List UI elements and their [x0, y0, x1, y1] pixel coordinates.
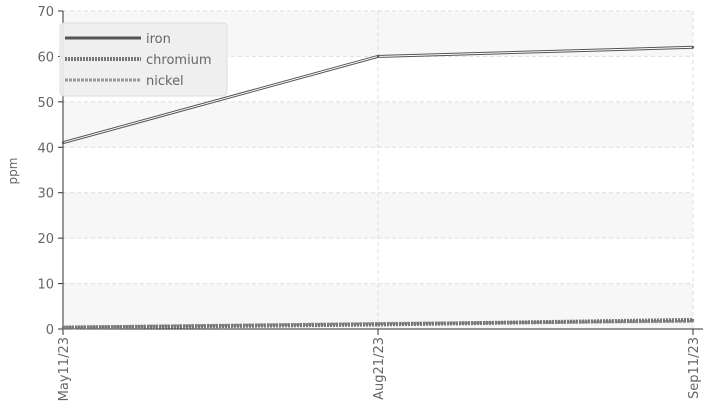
series-layer: [61, 45, 695, 330]
series-chromium: [61, 317, 695, 330]
data-point-iron: [691, 46, 695, 49]
y-tick-label: 20: [37, 232, 54, 247]
y-tick-label: 30: [37, 187, 54, 202]
legend-label-chromium: chromium: [146, 53, 212, 68]
y-tick-label: 40: [37, 141, 54, 156]
x-tick-label: May11/23: [57, 337, 72, 401]
legend-label-iron: iron: [146, 32, 171, 47]
tick-labels: 0 10 20 30 40 50 60 70 May11/23 Aug21/23 Sep11/23: [37, 5, 702, 401]
data-point-chromium: [691, 318, 695, 322]
y-tick-label: 50: [37, 96, 54, 111]
legend: iron chromium nickel: [59, 22, 228, 97]
legend-box: [59, 22, 228, 97]
data-point-chromium: [61, 326, 65, 329]
y-tick-label: 0: [46, 323, 54, 338]
y-tick-label: 70: [37, 5, 54, 20]
y-tick-label: 60: [37, 50, 54, 65]
y-tick-label: 10: [37, 278, 54, 293]
x-tick-label: Sep11/23: [687, 337, 702, 399]
series-iron: [61, 45, 695, 145]
y-axis-title: ppm: [6, 158, 20, 185]
x-tick-label: Aug21/23: [372, 337, 387, 400]
data-point-chromium: [376, 323, 380, 326]
axes: [58, 10, 703, 335]
data-point-iron: [61, 141, 65, 144]
legend-label-nickel: nickel: [146, 74, 184, 89]
data-point-iron: [376, 55, 380, 58]
